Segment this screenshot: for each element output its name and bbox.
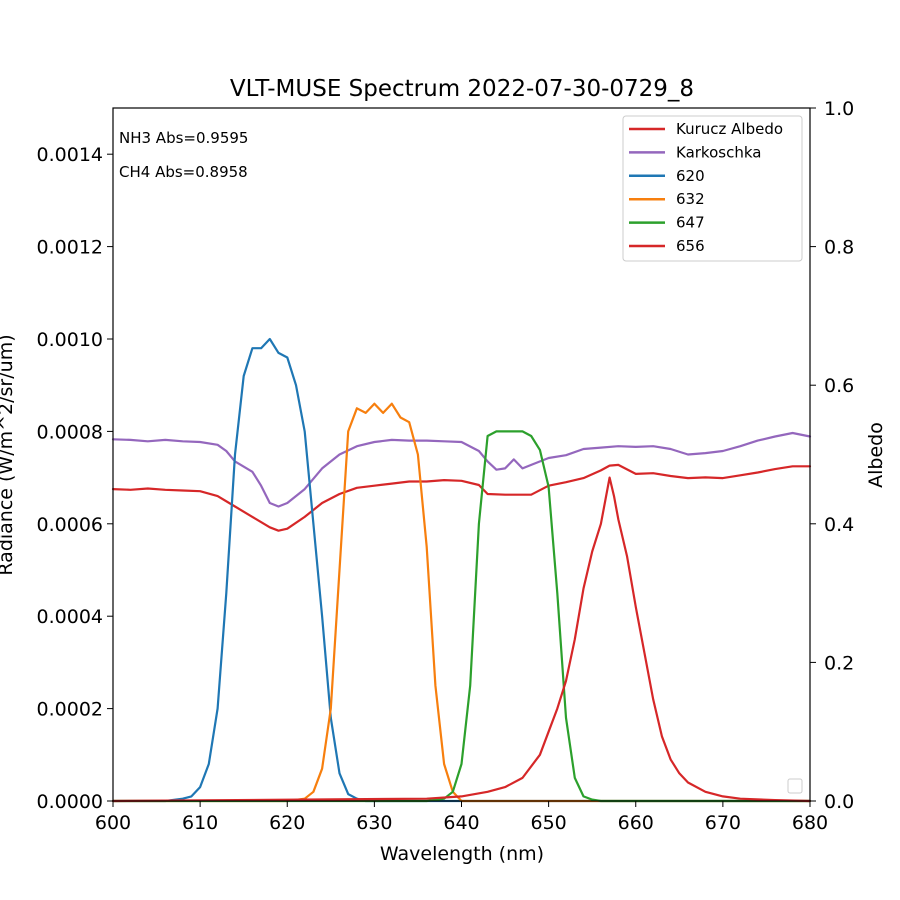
x-tick-label: 600 xyxy=(95,812,131,834)
series-line-656 xyxy=(111,476,812,803)
legend-box xyxy=(622,115,803,262)
y-axis-right: 0.0 0.2 0.4 0.6 0.8 1.0 xyxy=(810,98,854,813)
y-tick-label: 0.0008 xyxy=(37,421,103,443)
y2-tick-label: 0.8 xyxy=(824,237,854,259)
legend-label: Kurucz Albedo xyxy=(676,120,783,138)
empty-legend-box xyxy=(787,778,803,794)
y-tick-label: 0.0012 xyxy=(37,237,103,259)
x-tick-label: 610 xyxy=(182,812,218,834)
y-tick-label: 0.0010 xyxy=(37,329,103,351)
y-axis-label: Radiance (W/m^2/sr/um) xyxy=(0,334,17,575)
legend-label: 647 xyxy=(676,214,705,232)
y2-tick-label: 0.2 xyxy=(824,652,854,674)
legend-label: 656 xyxy=(676,237,705,255)
ch4-annotation: CH4 Abs=0.8958 xyxy=(119,163,248,181)
x-tick-label: 630 xyxy=(356,812,392,834)
x-tick-label: 620 xyxy=(269,812,305,834)
y2-tick-label: 1.0 xyxy=(824,98,854,120)
legend-label: 632 xyxy=(676,190,705,208)
y2-tick-label: 0.6 xyxy=(824,375,854,397)
series-line-632 xyxy=(111,402,812,803)
x-tick-label: 680 xyxy=(792,812,828,834)
y-tick-label: 0.0004 xyxy=(37,606,103,628)
y-tick-label: 0.0000 xyxy=(37,791,103,813)
y2-tick-label: 0.0 xyxy=(824,791,854,813)
y-axis-left: 0.0000 0.0002 0.0004 0.0006 0.0008 0.0010 0.00… xyxy=(37,144,113,813)
series-line-karkoschka xyxy=(111,431,812,508)
y-tick-label: 0.0014 xyxy=(37,144,103,166)
x-tick-label: 670 xyxy=(705,812,741,834)
nh3-annotation: NH3 Abs=0.9595 xyxy=(119,129,248,147)
legend: Kurucz Albedo Karkoschka 620 632 647 656 xyxy=(622,115,803,262)
x-tick-label: 640 xyxy=(443,812,479,834)
series-line-647 xyxy=(111,430,812,803)
y2-axis-label: Albedo xyxy=(865,422,887,488)
y2-tick-label: 0.4 xyxy=(824,514,854,536)
y-tick-label: 0.0002 xyxy=(37,699,103,721)
x-tick-label: 660 xyxy=(618,812,654,834)
legend-label: Karkoschka xyxy=(676,143,761,161)
series-line-kurucz-albedo xyxy=(111,463,812,532)
x-axis: 600 610 620 630 640 650 660 670 680 xyxy=(95,801,828,834)
x-tick-label: 650 xyxy=(530,812,566,834)
y-tick-label: 0.0006 xyxy=(37,514,103,536)
chart-title: VLT-MUSE Spectrum 2022-07-30-0729_8 xyxy=(230,76,694,102)
x-axis-label: Wavelength (nm) xyxy=(380,843,544,865)
legend-label: 620 xyxy=(676,167,705,185)
series-layer xyxy=(111,337,812,803)
